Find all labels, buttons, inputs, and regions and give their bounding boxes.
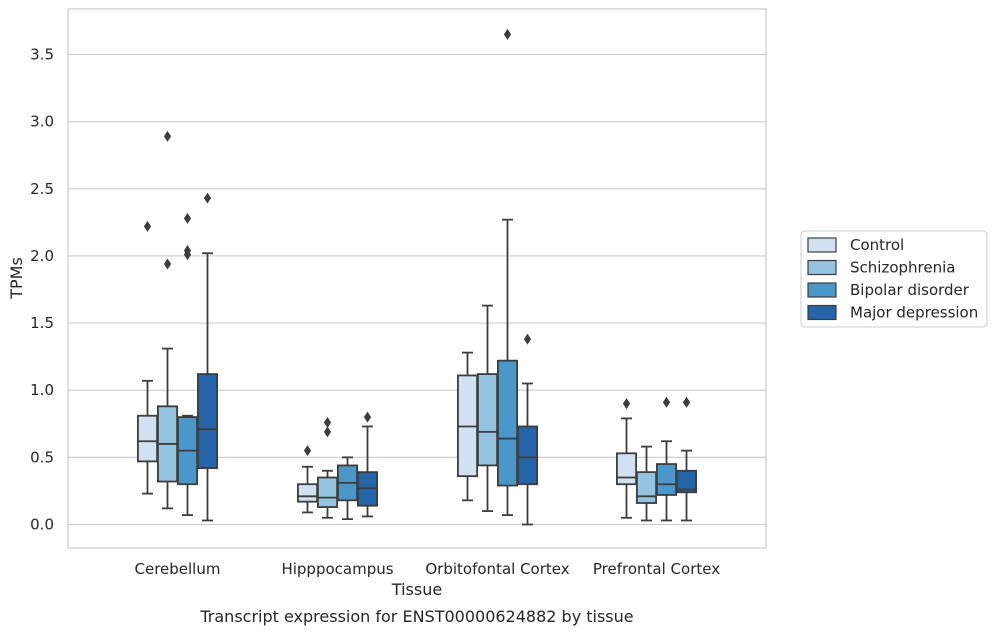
outlier-point — [662, 396, 671, 408]
box — [136, 414, 158, 463]
box-group — [136, 220, 158, 495]
legend-label: Schizophrenia — [850, 259, 955, 277]
outlier-point — [622, 398, 631, 410]
box — [656, 463, 678, 496]
x-tick-label: Cerebellum — [135, 560, 221, 578]
box — [496, 359, 518, 487]
box-group — [356, 411, 378, 518]
x-tick-label: Prefrontal Cortex — [593, 560, 720, 578]
outlier-point — [163, 258, 172, 270]
outlier-point — [143, 220, 152, 232]
legend-swatch — [807, 237, 837, 253]
box-group — [196, 192, 218, 522]
box-series — [136, 28, 698, 526]
outlier-point — [523, 333, 532, 345]
outlier-point — [183, 245, 192, 257]
outlier-point — [203, 192, 212, 204]
legend-label: Bipolar disorder — [850, 281, 970, 299]
outlier-point — [503, 28, 512, 40]
box-group — [476, 304, 498, 512]
box-group — [676, 396, 698, 522]
legend-swatch — [807, 304, 837, 321]
outlier-point — [323, 416, 332, 428]
box-group — [316, 416, 338, 519]
box-group — [517, 333, 539, 526]
outlier-point — [363, 411, 372, 423]
box — [476, 373, 498, 467]
outlier-point — [303, 445, 312, 457]
box-group — [156, 130, 178, 510]
legend-swatch — [807, 259, 837, 276]
box-group — [176, 212, 198, 516]
box — [316, 476, 338, 508]
box — [636, 471, 658, 504]
box-group — [336, 456, 358, 521]
legend-label: Major depression — [850, 304, 978, 322]
y-tick-label: 0.0 — [30, 516, 54, 534]
box-group — [456, 351, 478, 502]
box — [296, 483, 318, 503]
box-group — [616, 398, 638, 519]
x-tick-labels: Cerebellum Hipppocampus Orbitofontal Corte… — [135, 560, 721, 578]
box — [676, 469, 698, 494]
x-tick-label: Orbitofontal Cortex — [425, 560, 569, 578]
legend-frame — [800, 230, 988, 328]
x-axis-title: Tissue — [391, 580, 442, 599]
chart-caption: Transcript expression for ENST0000062488… — [199, 607, 633, 626]
outlier-point — [323, 426, 332, 438]
outlier-point — [163, 130, 172, 142]
legend-label: Control — [850, 236, 904, 254]
series-control — [136, 220, 638, 519]
plot-frame — [67, 8, 767, 549]
series-schizophrenia — [156, 130, 658, 522]
y-tick-label: 1.5 — [30, 314, 54, 332]
legend: Control Schizophrenia Bipolar disorder Majo… — [800, 230, 988, 328]
outlier-point — [183, 212, 192, 224]
y-tick-label: 1.0 — [30, 381, 54, 399]
y-tick-label: 2.5 — [30, 180, 54, 198]
y-axis-title: TPMs — [7, 257, 26, 300]
y-tick-label: 3.0 — [30, 113, 54, 131]
box-group — [296, 445, 318, 514]
series-major-depression — [196, 192, 698, 526]
box — [616, 452, 638, 486]
box-group — [656, 396, 678, 522]
box-group — [496, 28, 518, 516]
y-tick-label: 3.5 — [30, 46, 54, 64]
box — [196, 373, 218, 470]
y-tick-labels: 0.0 0.5 1.0 1.5 2.0 2.5 3.0 3.5 — [30, 46, 54, 534]
legend-swatch — [807, 282, 837, 298]
box-group — [636, 445, 658, 522]
box — [517, 425, 539, 486]
series-bipolar-disorder — [176, 28, 678, 522]
y-tick-label: 2.0 — [30, 247, 54, 265]
y-tick-label: 0.5 — [30, 448, 54, 466]
outlier-point — [682, 396, 691, 408]
x-tick-label: Hipppocampus — [281, 560, 393, 578]
